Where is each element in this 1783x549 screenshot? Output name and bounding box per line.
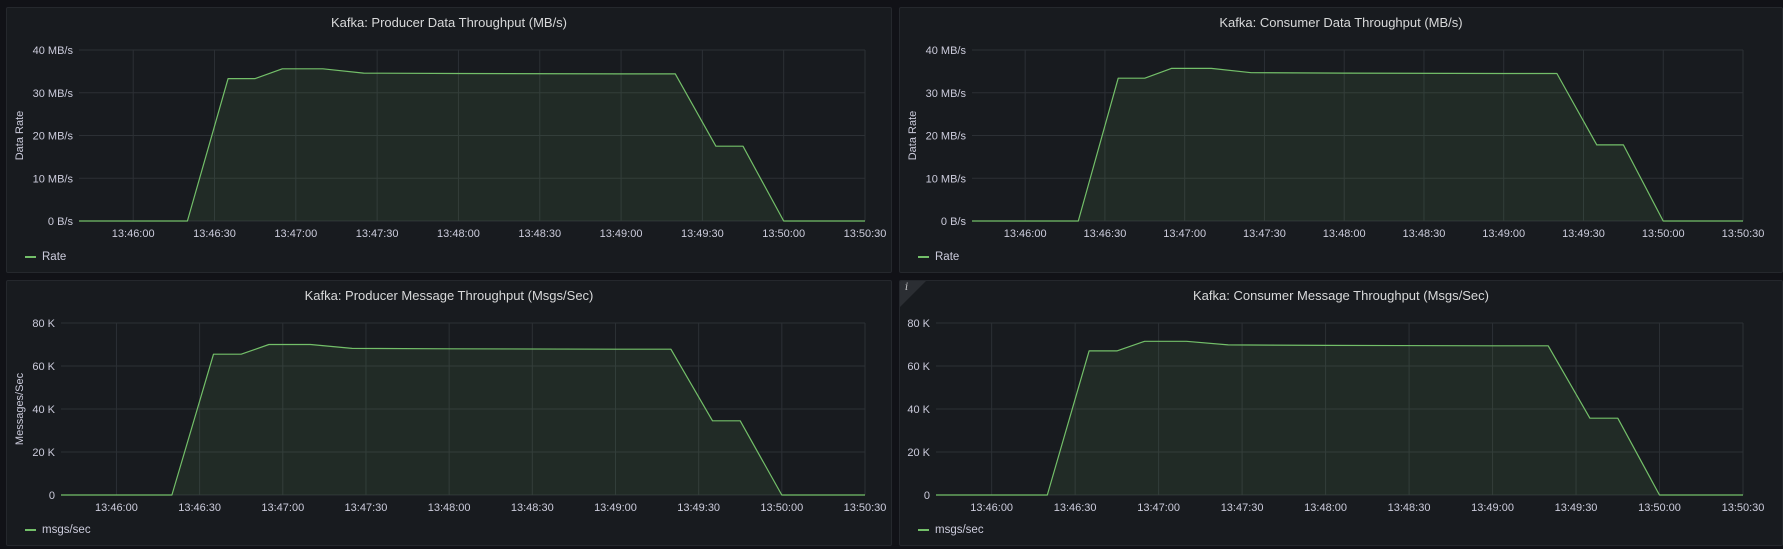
series-area-fill [79, 68, 865, 221]
x-tick-label: 13:49:00 [1471, 502, 1514, 514]
legend-label: Rate [935, 251, 960, 263]
legend-item-msgs-sec[interactable]: msgs/sec [918, 524, 984, 536]
consumer-data-throughput-chart[interactable]: 0 B/s 10 MB/s 20 MB/s 30 MB/s 40 MB/s 13:46:0… [900, 8, 1783, 273]
y-tick-label: 60 K [32, 361, 55, 373]
y-axis-label: Messages/Sec [14, 372, 26, 445]
y-axis-label: Data Rate [907, 111, 919, 161]
series-color-swatch [25, 256, 36, 258]
y-tick-label: 0 B/s [941, 216, 967, 228]
series-line [61, 343, 865, 496]
x-tick-label: 13:48:30 [518, 228, 561, 240]
producer-data-throughput-chart[interactable]: 0 B/s 10 MB/s 20 MB/s 30 MB/s 40 MB/s 13:46:0… [7, 8, 892, 273]
y-axis-label: Data Rate [14, 111, 26, 161]
x-tick-label: 13:50:00 [1638, 502, 1681, 514]
x-tick-label: 13:46:30 [193, 228, 236, 240]
y-tick-label: 0 [924, 490, 930, 502]
x-tick-label: 13:50:00 [762, 228, 805, 240]
y-tick-label: 10 MB/s [926, 173, 967, 185]
x-tick-label: 13:50:00 [1642, 228, 1685, 240]
x-tick-label: 13:49:00 [594, 502, 637, 514]
y-tick-label: 40 MB/s [926, 45, 967, 57]
x-tick-label: 13:47:00 [274, 228, 317, 240]
y-tick-label: 20 K [907, 447, 930, 459]
y-tick-label: 40 K [32, 404, 55, 416]
x-tick-label: 13:46:00 [970, 502, 1013, 514]
y-tick-label: 30 MB/s [926, 88, 967, 100]
x-tick-label: 13:47:00 [1163, 228, 1206, 240]
y-tick-label: 20 MB/s [33, 131, 74, 143]
x-tick-label: 13:46:30 [1054, 502, 1097, 514]
series-line [972, 67, 1743, 222]
legend-item-rate[interactable]: Rate [25, 251, 66, 263]
x-tick-label: 13:50:00 [760, 502, 803, 514]
info-icon[interactable]: i [905, 282, 909, 293]
panel-title[interactable]: Kafka: Consumer Message Throughput (Msgs… [1192, 288, 1489, 303]
x-tick-label: 13:50:30 [1722, 502, 1765, 514]
x-tick-label: 13:47:30 [345, 502, 388, 514]
panel-title[interactable]: Kafka: Consumer Data Throughput (MB/s) [1219, 15, 1463, 30]
x-tick-label: 13:47:30 [1221, 502, 1264, 514]
x-tick-label: 13:47:30 [1243, 228, 1286, 240]
x-tick-label: 13:50:30 [844, 228, 887, 240]
legend-label: msgs/sec [42, 524, 91, 536]
producer-message-throughput-chart[interactable]: 0 20 K 40 K 60 K 80 K 13:46:00 13:46:30 13:47:0… [7, 281, 892, 546]
y-tick-label: 0 [49, 490, 55, 502]
x-tick-label: 13:47:30 [356, 228, 399, 240]
x-tick-label: 13:46:00 [95, 502, 138, 514]
series-color-swatch [25, 529, 36, 531]
consumer-message-throughput-chart[interactable]: 0 20 K 40 K 60 K 80 K 13:46:00 13:46:30 13:47:0… [900, 281, 1783, 546]
y-tick-label: 60 K [907, 361, 930, 373]
panel-title[interactable]: Kafka: Producer Message Throughput (Msgs… [304, 288, 594, 303]
y-tick-label: 40 MB/s [33, 45, 74, 57]
consumer-message-throughput-panel[interactable]: i Kafka: Consumer Message Throughput (Ms… [899, 280, 1783, 546]
producer-data-throughput-panel[interactable]: Kafka: Producer Data Throughput (MB/s) 0… [6, 7, 892, 273]
x-tick-label: 13:49:30 [677, 502, 720, 514]
x-tick-label: 13:47:00 [261, 502, 304, 514]
legend-item-msgs-sec[interactable]: msgs/sec [25, 524, 91, 536]
series-area-fill [61, 344, 865, 495]
series-area-fill [972, 68, 1743, 222]
x-tick-label: 13:47:00 [1137, 502, 1180, 514]
legend-label: Rate [42, 251, 67, 263]
panel-title[interactable]: Kafka: Producer Data Throughput (MB/s) [330, 15, 568, 30]
x-tick-label: 13:48:30 [511, 502, 554, 514]
x-tick-label: 13:48:00 [428, 502, 471, 514]
x-tick-label: 13:46:00 [112, 228, 155, 240]
x-tick-label: 13:50:30 [844, 502, 887, 514]
y-tick-label: 10 MB/s [33, 173, 74, 185]
x-tick-label: 13:49:00 [600, 228, 643, 240]
x-tick-label: 13:49:00 [1482, 228, 1525, 240]
y-tick-label: 20 K [32, 447, 55, 459]
x-tick-label: 13:49:30 [681, 228, 724, 240]
y-tick-label: 30 MB/s [33, 88, 74, 100]
series-area-fill [936, 341, 1743, 495]
x-tick-label: 13:46:30 [1084, 228, 1127, 240]
y-tick-label: 40 K [907, 404, 930, 416]
series-line [79, 68, 865, 222]
series-color-swatch [918, 529, 929, 531]
x-tick-label: 13:48:30 [1388, 502, 1431, 514]
x-tick-label: 13:48:30 [1403, 228, 1446, 240]
x-tick-label: 13:49:30 [1562, 228, 1605, 240]
x-tick-label: 13:48:00 [437, 228, 480, 240]
legend-item-rate[interactable]: Rate [918, 251, 959, 263]
producer-message-throughput-panel[interactable]: Kafka: Producer Message Throughput (Msgs… [6, 280, 892, 546]
x-tick-label: 13:46:00 [1004, 228, 1047, 240]
x-tick-label: 13:48:00 [1323, 228, 1366, 240]
x-tick-label: 13:49:30 [1555, 502, 1598, 514]
y-tick-label: 20 MB/s [926, 131, 967, 143]
consumer-data-throughput-panel[interactable]: Kafka: Consumer Data Throughput (MB/s) 0… [899, 7, 1783, 273]
y-tick-label: 80 K [32, 318, 55, 330]
x-tick-label: 13:48:00 [1304, 502, 1347, 514]
series-color-swatch [918, 256, 929, 258]
x-tick-label: 13:46:30 [178, 502, 221, 514]
series-line [936, 340, 1743, 496]
legend-label: msgs/sec [935, 524, 984, 536]
info-corner[interactable] [900, 281, 926, 307]
y-tick-label: 80 K [907, 318, 930, 330]
x-tick-label: 13:50:30 [1722, 228, 1765, 240]
y-tick-label: 0 B/s [48, 216, 74, 228]
